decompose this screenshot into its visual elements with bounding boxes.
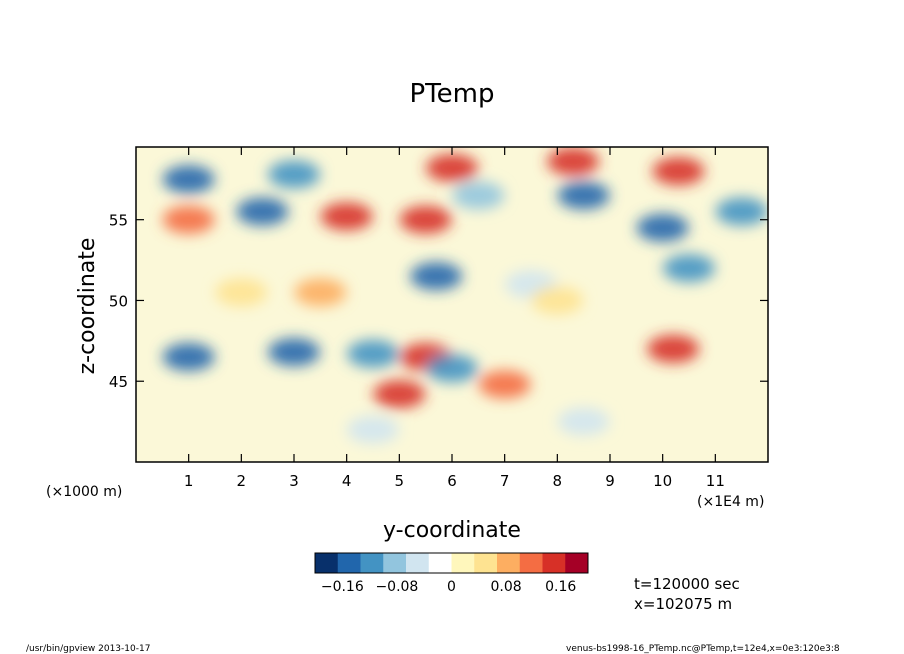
x-tick-label-2: 2: [237, 472, 247, 490]
field-feature-8: [373, 380, 425, 408]
footer-source: venus-bs1998-16_PTemp.nc@PTemp,t=12e4,x=…: [566, 644, 840, 654]
colorbar-swatch-9: [520, 553, 543, 573]
field-feature-13: [410, 262, 462, 290]
x-tick-label-7: 7: [500, 472, 510, 490]
colorbar-tick-label-4: 0.16: [545, 579, 576, 595]
field-feature-10: [268, 338, 320, 366]
field-feature-9: [479, 370, 531, 398]
x-tick-label-11: 11: [706, 472, 725, 490]
colorbar: −0.16 −0.08 0 0.08 0.16: [315, 553, 589, 595]
x-tick-label-10: 10: [653, 472, 672, 490]
colorbar-tick-label-3: 0.08: [491, 579, 522, 595]
field-feature-2: [163, 206, 215, 234]
x-tick-label-1: 1: [184, 472, 194, 490]
field-feature-26: [347, 416, 399, 444]
x-unit-right: (×1E4 m): [697, 494, 764, 510]
x-tick-label-9: 9: [605, 472, 615, 490]
footer-program: /usr/bin/gpview 2013-10-17: [26, 644, 150, 654]
colorbar-swatch-2: [361, 553, 384, 573]
field-feature-17: [558, 181, 610, 209]
field-feature-3: [426, 154, 478, 182]
chart-title: PTemp: [410, 79, 495, 109]
colorbar-swatch-10: [543, 553, 566, 573]
colorbar-swatch-3: [383, 553, 406, 573]
x-tick-label-6: 6: [447, 472, 457, 490]
field-feature-12: [347, 340, 399, 368]
x-tick-label-5: 5: [395, 472, 405, 490]
y-tick-label-55: 55: [109, 212, 128, 230]
colorbar-tick-label-1: −0.08: [375, 579, 418, 595]
field-feature-23: [215, 278, 267, 306]
field-feature-24: [294, 278, 346, 306]
x-axis-label: y-coordinate: [383, 518, 521, 543]
colorbar-swatch-7: [474, 553, 497, 573]
field-feature-0: [400, 206, 452, 234]
colorbar-swatch-11: [565, 553, 588, 573]
field-feature-4: [547, 148, 599, 176]
colorbar-tick-label-0: −0.16: [321, 579, 364, 595]
field-feature-25: [531, 286, 583, 314]
field-feature-16: [663, 254, 715, 282]
field-feature-5: [652, 157, 704, 185]
colorbar-swatch-6: [452, 553, 475, 573]
colorbar-swatch-8: [497, 553, 520, 573]
colorbar-swatch-4: [406, 553, 429, 573]
field-feature-19: [268, 160, 320, 188]
time-info: t=120000 sec: [634, 575, 740, 593]
field-feature-14: [236, 198, 288, 226]
field-feature-27: [558, 408, 610, 436]
field-feature-15: [637, 214, 689, 242]
field-feature-7: [647, 335, 699, 363]
x-unit-left: (×1000 m): [46, 484, 122, 500]
colorbar-swatch-5: [429, 553, 452, 573]
field-feature-20: [452, 181, 504, 209]
field-feature-28: [426, 354, 478, 382]
colorbar-swatch-1: [338, 553, 361, 573]
y-axis-label: z-coordinate: [75, 238, 100, 375]
colorbar-swatch-0: [315, 553, 338, 573]
field-feature-18: [163, 165, 215, 193]
x-tick-label-4: 4: [342, 472, 352, 490]
x-tick-label-8: 8: [553, 472, 563, 490]
field-feature-21: [716, 198, 768, 226]
field-feature-1: [321, 202, 373, 230]
x-tick-label-3: 3: [289, 472, 299, 490]
position-info: x=102075 m: [634, 595, 732, 613]
colorbar-tick-label-2: 0: [447, 579, 456, 595]
y-tick-label-50: 50: [109, 292, 128, 310]
plot-area: [136, 147, 768, 462]
y-tick-label-45: 45: [109, 373, 128, 391]
field-feature-11: [163, 343, 215, 371]
